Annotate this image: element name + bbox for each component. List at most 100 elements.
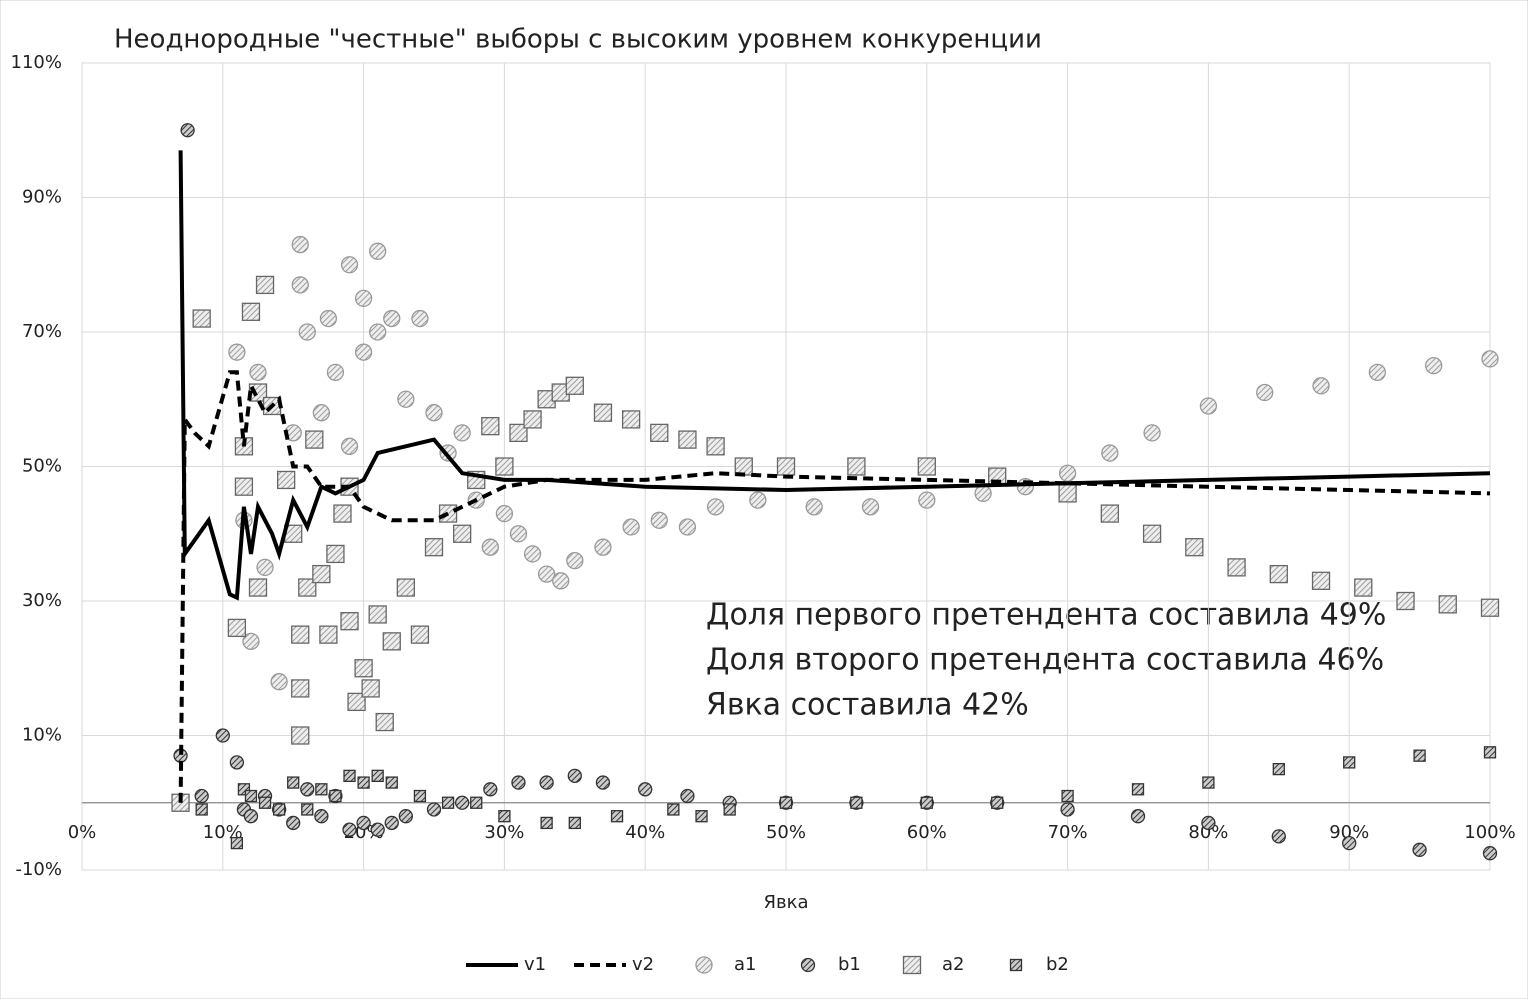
- point: [375, 712, 394, 732]
- point: [195, 803, 208, 816]
- point: [326, 363, 345, 382]
- point: [361, 679, 380, 698]
- series-points: [171, 275, 1500, 812]
- point: [595, 775, 611, 790]
- point: [680, 788, 695, 804]
- legend-label: a1: [734, 954, 756, 975]
- point: [1272, 762, 1285, 776]
- point: [326, 544, 345, 564]
- point: [312, 404, 331, 422]
- legend-label: a2: [942, 954, 964, 975]
- point: [291, 679, 310, 698]
- point: [1482, 846, 1498, 861]
- point: [495, 504, 514, 523]
- point: [1100, 504, 1119, 523]
- point: [397, 390, 415, 408]
- point: [723, 803, 736, 816]
- series-points: [195, 746, 1497, 850]
- point: [1412, 842, 1427, 857]
- point: [369, 242, 387, 260]
- point: [594, 538, 612, 556]
- legend-swatch: [800, 957, 816, 973]
- point: [305, 430, 324, 449]
- point: [540, 816, 553, 830]
- point: [917, 457, 936, 476]
- point: [805, 498, 823, 516]
- point: [706, 498, 725, 516]
- x-axis-title: Явка: [763, 892, 808, 913]
- point: [539, 775, 554, 790]
- point: [667, 803, 680, 816]
- point: [523, 545, 542, 563]
- point: [241, 302, 261, 321]
- point: [537, 565, 556, 583]
- point: [593, 403, 613, 422]
- point: [371, 769, 384, 782]
- point: [426, 802, 442, 817]
- point: [369, 323, 387, 341]
- point: [847, 457, 866, 476]
- annotation: Доля первого претендента составила 49%: [706, 598, 1386, 633]
- point: [340, 437, 359, 455]
- point: [1130, 809, 1146, 824]
- point: [850, 796, 863, 809]
- point: [1438, 595, 1457, 614]
- point: [357, 776, 370, 789]
- series-points: [228, 235, 1499, 691]
- point: [861, 498, 880, 516]
- point: [398, 809, 413, 824]
- point: [1311, 571, 1331, 590]
- point: [621, 410, 641, 429]
- point: [1312, 377, 1330, 395]
- point: [1061, 789, 1074, 803]
- point: [1201, 815, 1216, 831]
- y-tick-label: 10%: [22, 725, 62, 746]
- point: [229, 755, 245, 770]
- point: [230, 836, 244, 850]
- point: [453, 524, 472, 543]
- point: [237, 783, 251, 796]
- point: [1256, 383, 1274, 402]
- point: [568, 816, 581, 830]
- point: [249, 363, 267, 382]
- point: [243, 809, 259, 824]
- point: [343, 769, 356, 782]
- legend-label: b1: [838, 954, 861, 975]
- point: [1343, 756, 1356, 769]
- point: [319, 625, 338, 644]
- series-line: [178, 370, 1491, 803]
- point: [258, 796, 272, 809]
- point: [300, 782, 315, 797]
- point: [272, 803, 286, 816]
- point: [301, 803, 314, 816]
- point: [509, 423, 528, 443]
- point: [638, 782, 653, 797]
- point: [481, 416, 500, 436]
- point: [315, 783, 328, 796]
- y-tick-label: -10%: [15, 859, 62, 880]
- x-tick-label: 70%: [1048, 822, 1088, 843]
- legend-swatch: [1009, 958, 1023, 972]
- point: [483, 782, 498, 797]
- point: [291, 726, 310, 745]
- point: [1368, 363, 1387, 382]
- point: [1227, 558, 1246, 577]
- point: [356, 815, 371, 831]
- x-tick-label: 0%: [68, 822, 97, 843]
- point: [566, 552, 584, 570]
- point: [1058, 464, 1077, 482]
- point: [242, 632, 260, 650]
- point: [329, 789, 342, 803]
- point: [776, 457, 796, 476]
- point: [779, 796, 793, 809]
- point: [1480, 598, 1500, 617]
- point: [1143, 424, 1161, 442]
- point: [291, 235, 309, 254]
- point: [455, 795, 470, 810]
- point: [192, 309, 211, 328]
- point: [1342, 835, 1357, 851]
- point: [1413, 749, 1426, 762]
- point: [650, 511, 668, 529]
- point: [1354, 578, 1373, 597]
